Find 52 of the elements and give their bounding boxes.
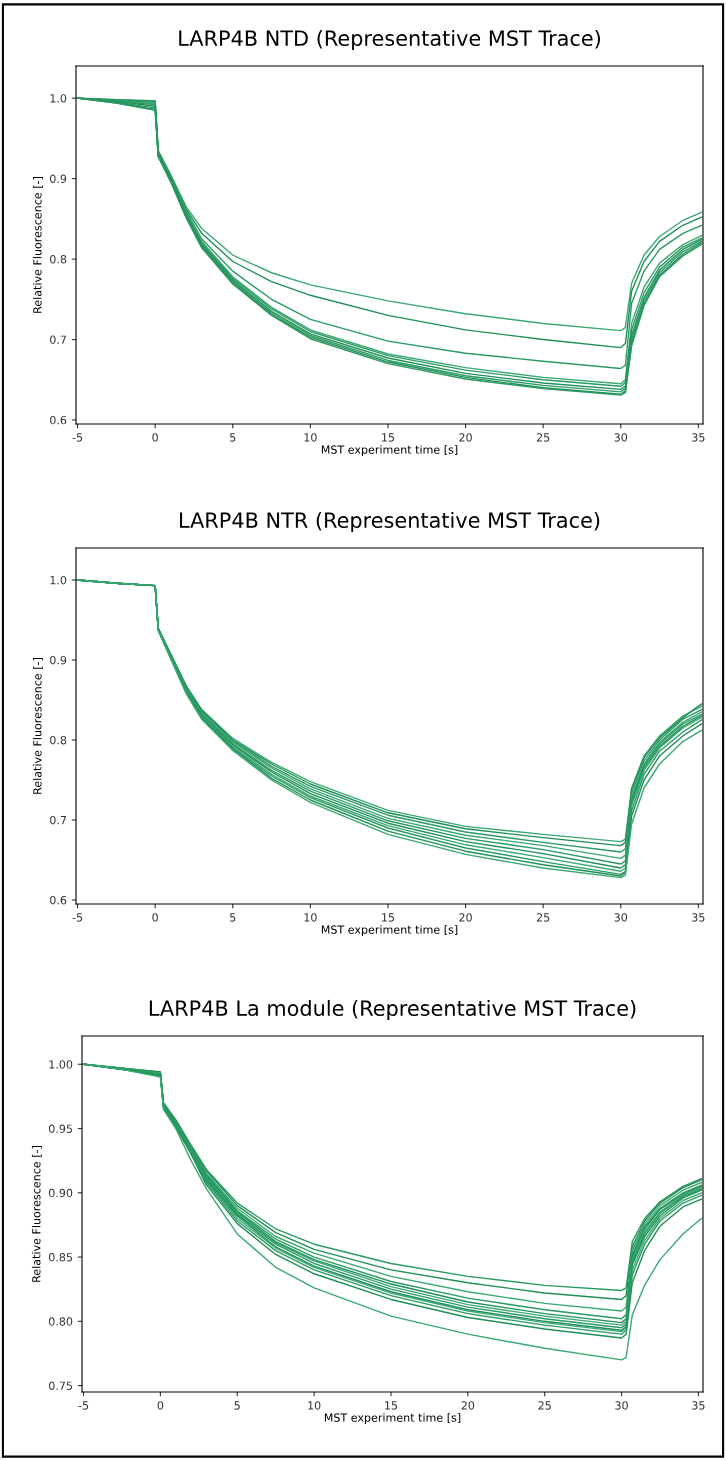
- chart-title: LARP4B NTR (Representative MST Trace): [180, 511, 600, 533]
- y-tick-label: 1.00: [49, 1060, 73, 1069]
- y-tick-label: 0.7: [50, 335, 67, 344]
- y-tick-label: 0.75: [48, 1381, 72, 1390]
- y-tick-label: 1.0: [50, 575, 67, 585]
- chart-title: LARP4B La module (Representative MST Trace): [149, 999, 636, 1021]
- y-tick-label: 0.90: [48, 1188, 73, 1198]
- x-tick-label: 25: [538, 1401, 551, 1410]
- y-tick-label: 0.8: [50, 255, 67, 264]
- x-tick-label: 0: [152, 433, 158, 442]
- y-tick-label: 0.9: [50, 174, 67, 184]
- y-axis-title: Relative Fluorescence [-]: [32, 177, 43, 313]
- x-tick-label: 15: [385, 1401, 398, 1410]
- x-tick-label: 0: [157, 1401, 164, 1410]
- y-tick-label: 0.7: [50, 815, 67, 825]
- x-tick-label: 20: [459, 433, 472, 442]
- y-tick-label: 0.6: [50, 415, 67, 425]
- x-tick-label: 10: [308, 1401, 321, 1410]
- x-tick-label: 15: [382, 433, 395, 442]
- y-tick-label: 1.0: [50, 94, 67, 103]
- x-tick-label: -5: [78, 1401, 89, 1410]
- x-tick-label: 10: [304, 433, 317, 442]
- y-tick-label: 0.6: [50, 895, 67, 905]
- x-tick-label: 20: [459, 913, 472, 922]
- x-tick-label: 30: [614, 433, 628, 442]
- y-tick-label: 0.8: [50, 735, 67, 745]
- y-tick-label: 0.95: [48, 1124, 72, 1133]
- y-tick-label: 0.9: [50, 655, 67, 665]
- x-tick-label: -5: [72, 913, 83, 922]
- x-tick-label: 35: [692, 1401, 705, 1410]
- y-tick-label: 0.85: [48, 1253, 72, 1262]
- x-tick-label: 35: [692, 913, 705, 922]
- x-tick-label: 20: [461, 1401, 475, 1410]
- x-tick-label: 25: [536, 913, 550, 922]
- x-tick-label: 35: [692, 433, 705, 442]
- x-tick-label: 5: [230, 433, 236, 442]
- y-axis-title: Relative Fluorescence [-]: [31, 1146, 42, 1282]
- x-tick-label: 10: [304, 913, 317, 922]
- x-tick-label: 15: [382, 913, 395, 922]
- x-axis-title: MST experiment time [s]: [324, 1413, 461, 1424]
- x-tick-label: -5: [72, 433, 83, 442]
- chart-title: LARP4B NTD (Representative MST Trace): [179, 29, 601, 51]
- x-axis-title: MST experiment time [s]: [321, 925, 458, 936]
- x-tick-label: 30: [615, 1401, 628, 1410]
- x-tick-label: 5: [230, 913, 236, 922]
- x-axis-title: MST experiment time [s]: [321, 445, 458, 456]
- y-axis-title: Relative Fluorescence [-]: [32, 658, 43, 794]
- y-tick-label: 0.80: [48, 1317, 73, 1326]
- x-tick-label: 25: [536, 433, 550, 442]
- x-tick-label: 0: [152, 913, 158, 922]
- x-tick-label: 5: [234, 1401, 240, 1410]
- x-tick-label: 30: [614, 913, 628, 922]
